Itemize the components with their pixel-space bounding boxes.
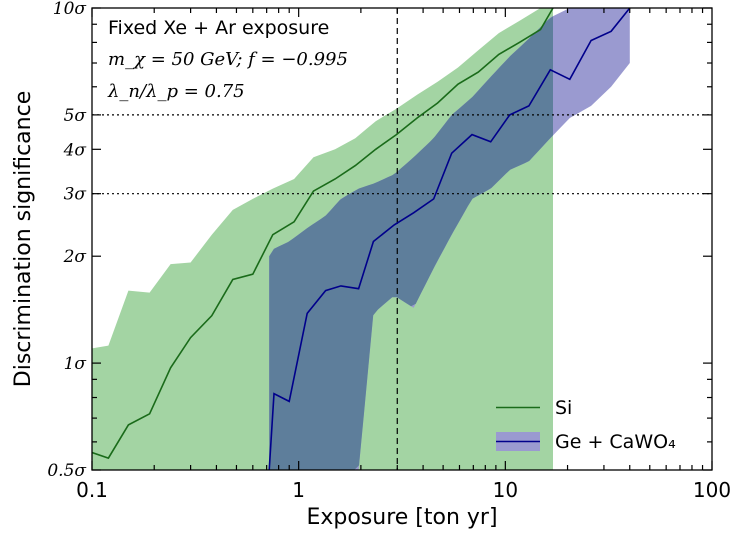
legend-si-label: Si xyxy=(555,397,572,419)
x-tick-label: 0.1 xyxy=(76,478,108,502)
x-tick-label: 10 xyxy=(493,478,518,502)
legend: Si Ge + CaWO₄ xyxy=(496,397,676,453)
annotation-exposure: Fixed Xe + Ar exposure xyxy=(108,17,329,39)
x-axis-label: Exposure [ton yr] xyxy=(306,505,497,530)
annotation-mass: m_χ = 50 GeV; f = −0.995 xyxy=(108,49,348,70)
x-tick-label: 1 xyxy=(292,478,305,502)
annotation-ratio: λ_n/λ_p = 0.75 xyxy=(107,81,245,102)
y-tick-label: 3σ xyxy=(64,185,87,205)
plot-frame xyxy=(91,7,713,471)
y-tick-label: 1σ xyxy=(64,354,87,374)
ge-median-line xyxy=(268,8,631,470)
x-tick-label: 100 xyxy=(693,478,731,502)
y-tick-label: 5σ xyxy=(64,106,87,126)
si-median-line xyxy=(92,8,554,460)
plot-area xyxy=(92,8,712,470)
overlap-band xyxy=(269,16,553,470)
y-tick-label: 2σ xyxy=(63,247,87,267)
y-axis-label: Discrimination significance xyxy=(11,91,36,387)
y-tick-label: 4σ xyxy=(63,140,87,160)
y-tick-label: 0.5σ xyxy=(47,461,86,481)
y-tick-label: 10σ xyxy=(53,0,87,19)
legend-ge-label: Ge + CaWO₄ xyxy=(555,431,676,453)
